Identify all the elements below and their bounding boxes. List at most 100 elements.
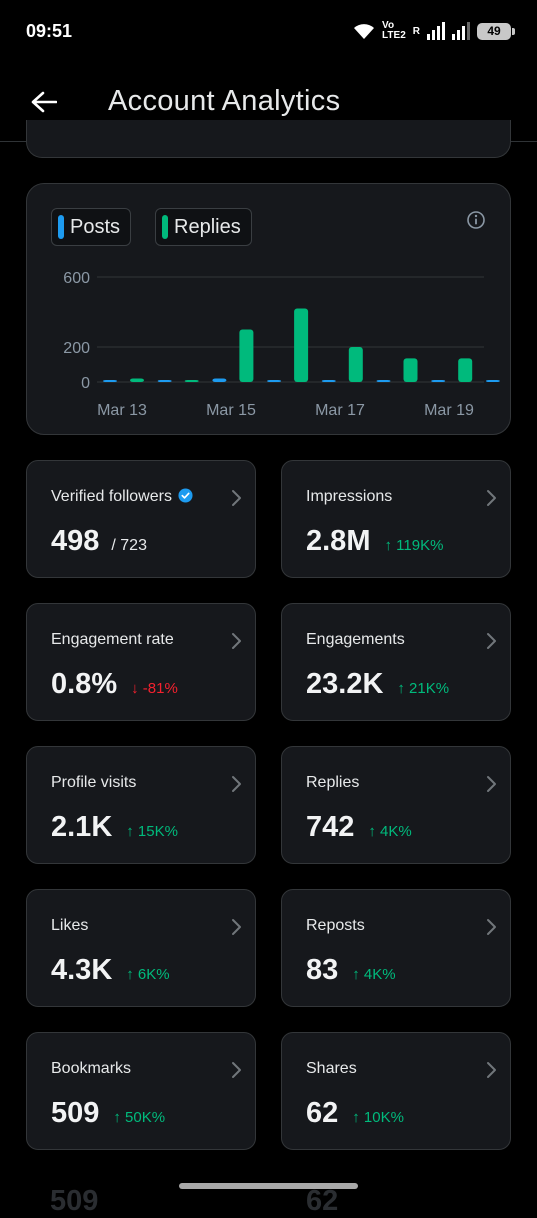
stat-card-profile-visits[interactable]: Profile visits 2.1K ↑ 15K% (26, 746, 256, 864)
replies-bar[interactable] (403, 358, 418, 382)
stat-label: Profile visits (51, 774, 136, 792)
battery-level: 49 (487, 24, 501, 38)
stat-card-shares[interactable]: Shares 62 ↑ 10K% (281, 1032, 511, 1150)
info-icon[interactable] (466, 210, 486, 230)
stat-card-bookmarks[interactable]: Bookmarks 509 ↑ 50K% (26, 1032, 256, 1150)
posts-bar[interactable] (431, 380, 446, 382)
posts-bar[interactable] (103, 380, 117, 382)
stat-delta: ↑ 6K% (126, 966, 170, 983)
back-button[interactable] (14, 72, 74, 132)
y-tick-label: 600 (63, 270, 90, 287)
stat-label: Reposts (306, 917, 365, 935)
stat-card-replies[interactable]: Replies 742 ↑ 4K% (281, 746, 511, 864)
stat-value: 62 (306, 1097, 339, 1129)
stat-value-row: 498 / 723 (51, 525, 147, 558)
posts-bar[interactable] (376, 380, 391, 382)
chevron-right-icon (487, 919, 496, 935)
stat-label: Likes (51, 917, 88, 935)
stat-card-reposts[interactable]: Reposts 83 ↑ 4K% (281, 889, 511, 1007)
stat-label: Engagements (306, 631, 405, 649)
legend-posts-toggle[interactable]: Posts (51, 208, 132, 246)
x-tick-label: Mar 19 (424, 402, 474, 419)
stat-label: Replies (306, 774, 359, 792)
stat-delta: ↑ 4K% (368, 823, 412, 840)
stat-card-engagement-rate[interactable]: Engagement rate 0.8% ↓ -81% (26, 603, 256, 721)
stat-delta: ↑ 119K% (384, 537, 444, 554)
replies-bar[interactable] (294, 308, 309, 383)
stat-value-row: 62 ↑ 10K% (306, 1097, 404, 1130)
stat-label-text: Reposts (306, 917, 365, 934)
replies-swatch (162, 215, 169, 239)
stat-value: 498 (51, 525, 100, 557)
stat-value: 0.8% (51, 668, 118, 700)
posts-bar[interactable] (212, 378, 227, 383)
posts-bar[interactable] (267, 380, 282, 382)
chevron-right-icon (487, 490, 496, 506)
activity-chart-card: 600 200 0 Mar 13 Mar 15 Mar 17 Mar 19 Posts Re… (26, 183, 511, 435)
stat-value-row: 0.8% ↓ -81% (51, 668, 178, 701)
stat-card-impressions[interactable]: Impressions 2.8M ↑ 119K% (281, 460, 511, 578)
chevron-right-icon (487, 1062, 496, 1078)
stat-value: 509 (51, 1097, 100, 1129)
home-indicator[interactable] (179, 1183, 358, 1189)
stat-delta: ↑ 10K% (352, 1109, 404, 1126)
replies-bar[interactable] (239, 329, 254, 383)
stat-delta: ↑ 21K% (397, 680, 450, 697)
replies-bar[interactable] (458, 358, 473, 382)
signal-sim2-icon (452, 22, 470, 40)
page-title: Account Analytics (108, 85, 341, 117)
verified-badge-icon (178, 488, 193, 503)
stat-value: 83 (306, 954, 339, 986)
signal-sim1-icon (427, 22, 445, 40)
stat-label: Verified followers (51, 488, 193, 506)
replies-bar[interactable] (348, 347, 363, 382)
chevron-right-icon (487, 633, 496, 649)
next-row-ghost-right: 62 (306, 1185, 339, 1217)
overview-card-partial (26, 120, 511, 158)
stat-label-text: Profile visits (51, 774, 137, 791)
stat-value: 23.2K (306, 668, 384, 700)
arrow-left-icon (31, 91, 57, 112)
stat-label: Shares (306, 1060, 357, 1078)
stat-label-text: Bookmarks (51, 1060, 132, 1077)
posts-bar[interactable] (485, 380, 500, 382)
chevron-right-icon (232, 919, 241, 935)
stat-label: Engagement rate (51, 631, 174, 649)
chevron-right-icon (487, 776, 496, 792)
stat-value-row: 83 ↑ 4K% (306, 954, 396, 987)
stat-delta: ↑ 50K% (113, 1109, 166, 1126)
status-bar: 09:51 Vo LTE2 R 49 (0, 0, 537, 62)
stat-label-text: Shares (306, 1060, 357, 1077)
stat-value-row: 742 ↑ 4K% (306, 811, 412, 844)
legend-posts-label: Posts (70, 215, 121, 238)
posts-bar[interactable] (321, 380, 336, 382)
chart-legend: Posts Replies (51, 208, 252, 246)
chevron-right-icon (232, 1062, 241, 1078)
activity-bar-chart: 600 200 0 Mar 13 Mar 15 Mar 17 Mar 19 (63, 270, 500, 419)
stat-card-verified-followers[interactable]: Verified followers 498 / 723 (26, 460, 256, 578)
stat-value-row: 509 ↑ 50K% (51, 1097, 165, 1130)
status-icons: Vo LTE2 R 49 (353, 20, 515, 41)
legend-replies-label: Replies (174, 215, 241, 238)
replies-bar[interactable] (130, 378, 144, 383)
chevron-right-icon (232, 633, 241, 649)
stat-label: Impressions (306, 488, 392, 506)
stat-label-text: Engagement rate (51, 631, 174, 648)
x-tick-label: Mar 17 (315, 402, 365, 419)
stat-card-engagements[interactable]: Engagements 23.2K ↑ 21K% (281, 603, 511, 721)
stat-card-likes[interactable]: Likes 4.3K ↑ 6K% (26, 889, 256, 1007)
stat-label-text: Engagements (306, 631, 405, 648)
stat-value-row: 2.8M ↑ 119K% (306, 525, 443, 558)
stat-label-text: Replies (306, 774, 360, 791)
x-tick-label: Mar 13 (97, 402, 147, 419)
next-row-ghost-left: 509 (50, 1185, 99, 1217)
stat-label: Bookmarks (51, 1060, 131, 1078)
posts-bar[interactable] (157, 380, 172, 382)
roaming-indicator: R (412, 25, 420, 37)
volte-indicator: Vo LTE2 (382, 20, 406, 41)
legend-replies-toggle[interactable]: Replies (155, 208, 252, 246)
battery-icon: 49 (477, 22, 515, 40)
replies-bar[interactable] (184, 380, 199, 382)
stat-label-text: Likes (51, 917, 89, 934)
stat-value: 742 (306, 811, 355, 843)
